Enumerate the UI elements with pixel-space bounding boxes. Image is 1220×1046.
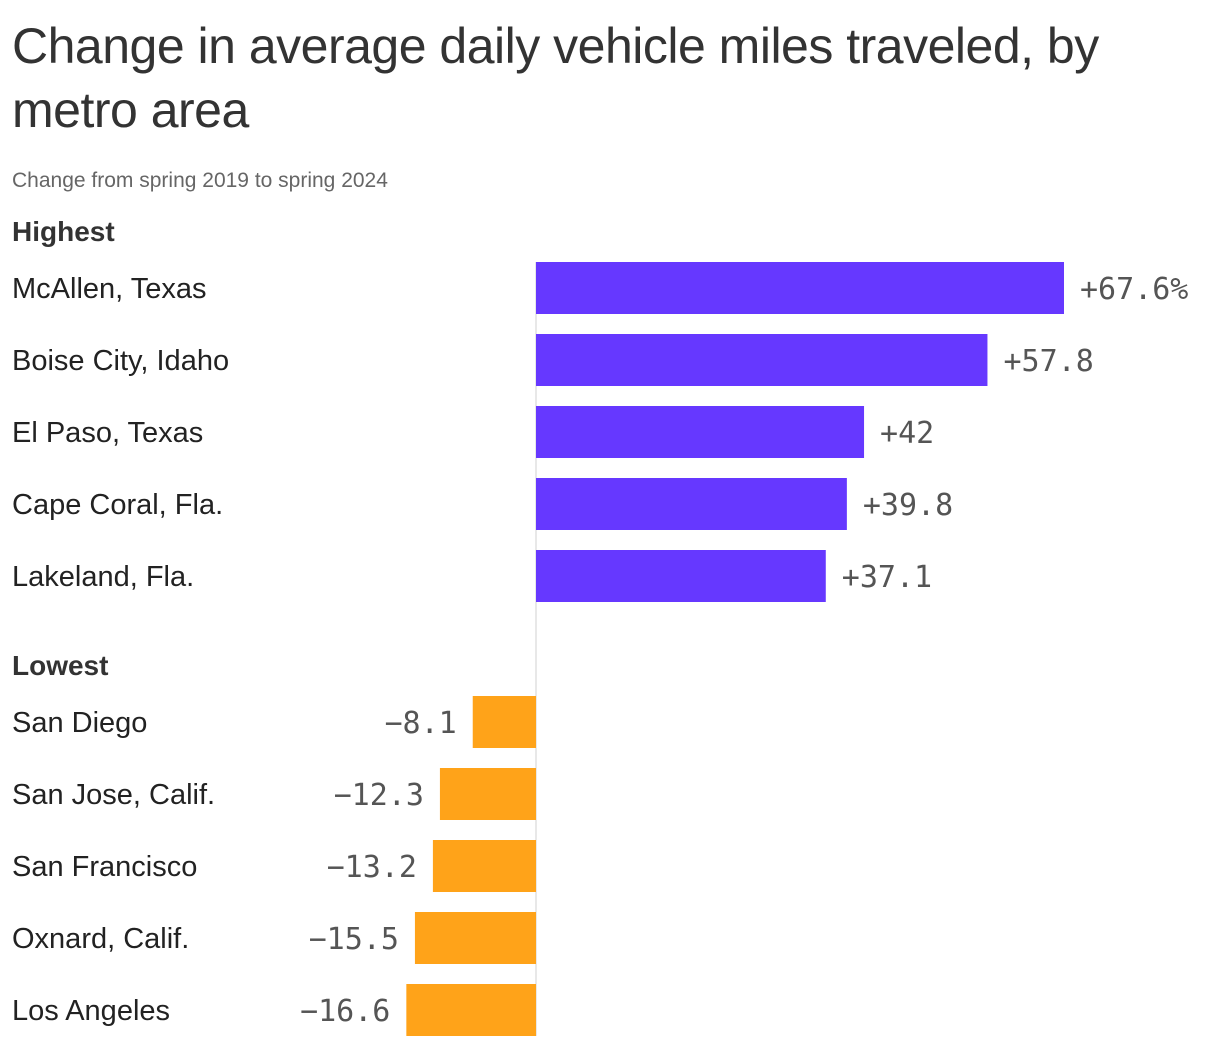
- chart-subtitle: Change from spring 2019 to spring 2024: [12, 169, 388, 192]
- category-label: Los Angeles: [12, 995, 170, 1027]
- bar-cape-coral-fla: [536, 478, 847, 530]
- bar-mcallen-texas: [536, 262, 1064, 314]
- category-label: McAllen, Texas: [12, 273, 207, 305]
- section-label-lowest: Lowest: [12, 650, 109, 681]
- bar-san-jose-calif: [439, 768, 536, 820]
- bar-oxnard-calif: [414, 912, 536, 964]
- value-label: −15.5: [309, 922, 399, 957]
- bars-layer: [406, 262, 1064, 1036]
- bar-boise-city-idaho: [536, 334, 988, 386]
- bar-los-angeles: [406, 984, 536, 1036]
- category-label: Oxnard, Calif.: [12, 923, 189, 955]
- bar-lakeland-fla: [536, 550, 826, 602]
- chart-title: Change in average daily vehicle miles tr…: [12, 18, 1099, 138]
- value-label: −13.2: [327, 850, 417, 885]
- value-label: −16.6: [300, 994, 390, 1029]
- labels-layer: McAllen, Texas +67.6% Boise City, Idaho +57…: [12, 272, 1188, 1029]
- category-label: Boise City, Idaho: [12, 345, 229, 377]
- value-label: +39.8: [863, 488, 953, 523]
- category-label: Lakeland, Fla.: [12, 561, 194, 593]
- value-label: +42: [880, 416, 934, 451]
- value-label: −8.1: [384, 706, 456, 741]
- value-label: +67.6%: [1080, 272, 1188, 307]
- category-label: El Paso, Texas: [12, 417, 203, 449]
- category-label: Cape Coral, Fla.: [12, 489, 223, 521]
- value-label: +37.1: [842, 560, 932, 595]
- category-label: San Diego: [12, 707, 147, 739]
- value-label: −12.3: [334, 778, 424, 813]
- category-label: San Francisco: [12, 851, 197, 883]
- section-label-highest: Highest: [12, 216, 115, 247]
- bar-san-diego: [472, 696, 536, 748]
- bar-el-paso-texas: [536, 406, 865, 458]
- bar-san-francisco: [432, 840, 536, 892]
- category-label: San Jose, Calif.: [12, 779, 215, 811]
- value-label: +57.8: [1003, 344, 1093, 379]
